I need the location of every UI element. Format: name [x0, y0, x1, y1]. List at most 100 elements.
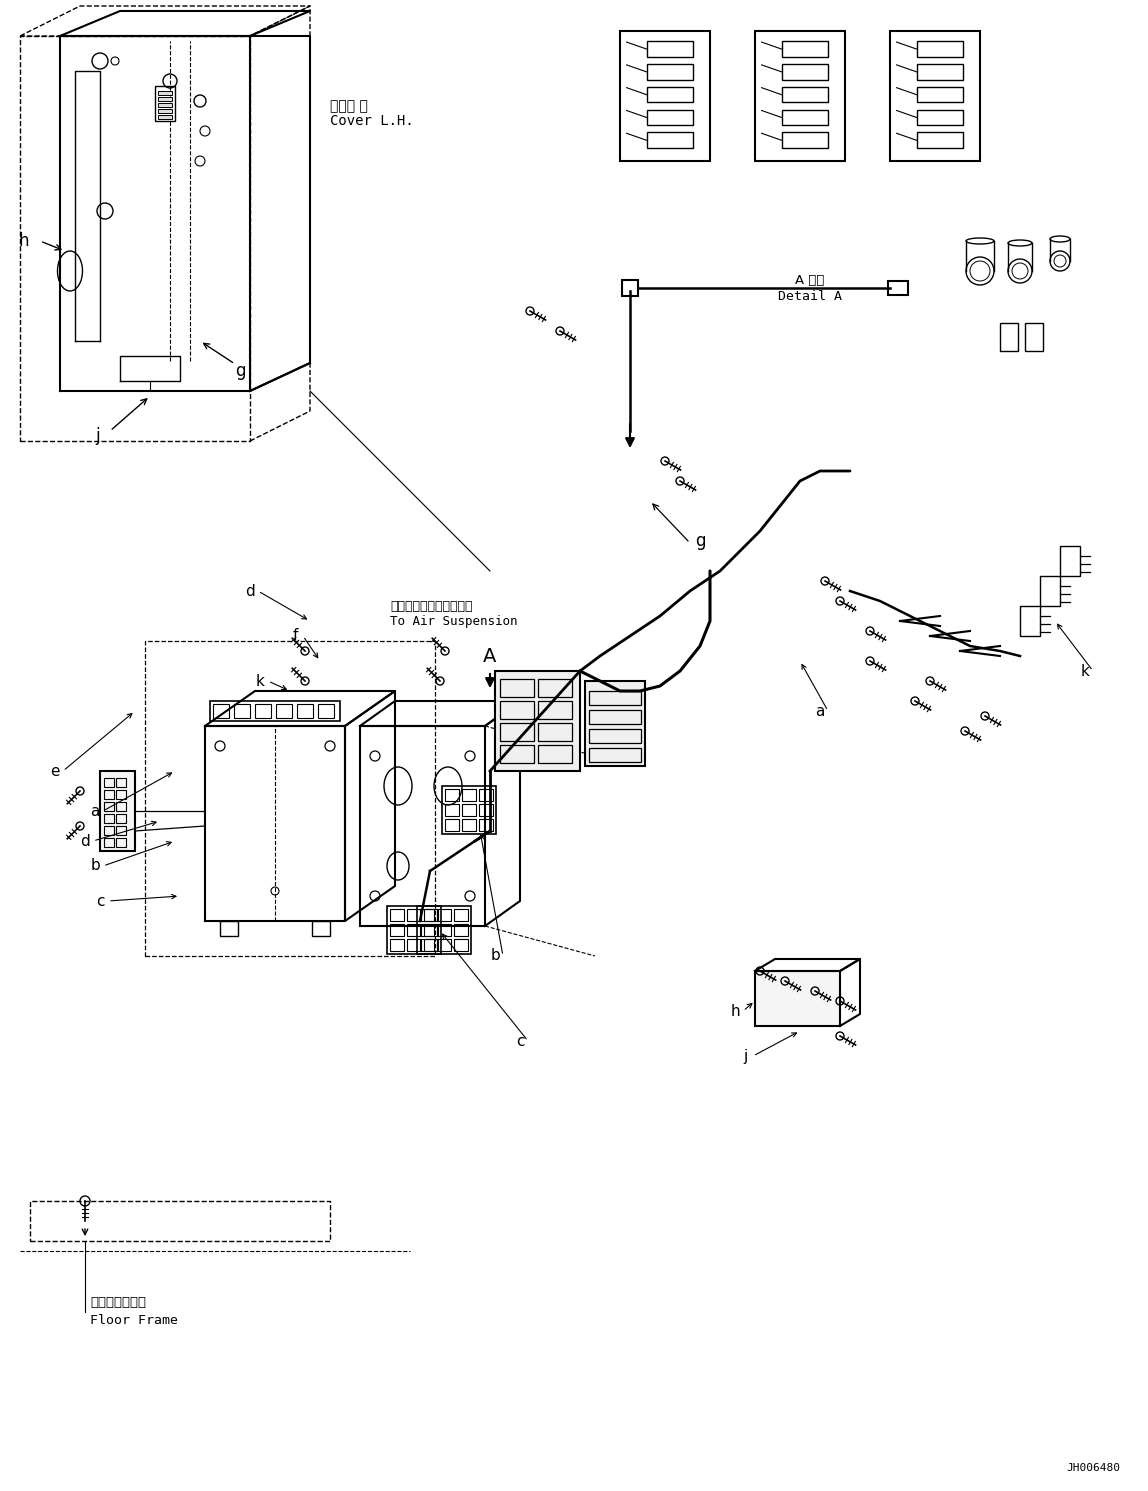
- Bar: [442, 786, 496, 833]
- Text: b: b: [91, 859, 100, 874]
- Bar: [390, 939, 404, 951]
- Bar: [408, 910, 421, 921]
- Bar: [437, 924, 451, 936]
- Bar: [420, 924, 434, 936]
- Bar: [889, 280, 908, 295]
- Text: b: b: [490, 948, 499, 963]
- Bar: [782, 86, 829, 103]
- Bar: [437, 939, 451, 951]
- Text: Floor Frame: Floor Frame: [90, 1315, 178, 1327]
- Bar: [116, 838, 126, 847]
- Bar: [424, 910, 439, 921]
- Bar: [445, 804, 459, 816]
- Bar: [501, 701, 534, 719]
- Bar: [585, 681, 645, 766]
- Bar: [916, 86, 963, 103]
- Text: a: a: [815, 704, 824, 719]
- Bar: [589, 729, 641, 743]
- Bar: [916, 133, 963, 148]
- Bar: [589, 710, 641, 725]
- Bar: [116, 826, 126, 835]
- Bar: [453, 910, 468, 921]
- Bar: [445, 789, 459, 801]
- Bar: [104, 814, 114, 823]
- Bar: [538, 746, 572, 763]
- Bar: [589, 690, 641, 705]
- Text: k: k: [1080, 663, 1089, 678]
- Bar: [408, 924, 421, 936]
- Bar: [437, 910, 451, 921]
- Bar: [622, 280, 638, 297]
- Bar: [214, 704, 228, 719]
- Bar: [538, 678, 572, 696]
- Bar: [453, 939, 468, 951]
- Bar: [501, 678, 534, 696]
- Bar: [479, 804, 492, 816]
- Bar: [255, 704, 271, 719]
- Bar: [890, 31, 980, 161]
- Bar: [538, 701, 572, 719]
- Bar: [1060, 546, 1080, 576]
- Bar: [782, 133, 829, 148]
- Bar: [387, 907, 441, 954]
- Bar: [501, 723, 534, 741]
- Bar: [158, 91, 172, 95]
- Bar: [461, 789, 476, 801]
- Bar: [782, 64, 829, 79]
- Bar: [782, 110, 829, 125]
- Bar: [420, 910, 434, 921]
- Bar: [646, 64, 693, 79]
- Bar: [538, 723, 572, 741]
- Text: h: h: [18, 233, 29, 250]
- Bar: [445, 819, 459, 830]
- Bar: [420, 939, 434, 951]
- Text: A 詳細: A 詳細: [796, 274, 824, 288]
- Bar: [158, 103, 172, 107]
- Bar: [116, 778, 126, 787]
- Bar: [145, 641, 435, 956]
- Bar: [158, 109, 172, 113]
- Bar: [1000, 324, 1018, 350]
- Bar: [782, 42, 829, 57]
- Bar: [155, 86, 174, 121]
- Text: j: j: [743, 1048, 747, 1063]
- Text: Detail A: Detail A: [778, 289, 841, 303]
- Bar: [417, 907, 471, 954]
- Text: g: g: [235, 362, 246, 380]
- Bar: [1021, 605, 1040, 637]
- Text: Cover L.H.: Cover L.H.: [329, 113, 413, 128]
- Text: h: h: [730, 1003, 739, 1018]
- Text: d: d: [246, 583, 255, 598]
- Bar: [589, 748, 641, 762]
- Bar: [916, 110, 963, 125]
- Bar: [755, 31, 845, 161]
- Text: c: c: [95, 893, 104, 908]
- Bar: [158, 97, 172, 101]
- Bar: [100, 771, 135, 851]
- Bar: [646, 110, 693, 125]
- Bar: [104, 826, 114, 835]
- Bar: [116, 790, 126, 799]
- Text: JH006480: JH006480: [1066, 1463, 1120, 1473]
- Bar: [210, 701, 340, 722]
- Bar: [104, 838, 114, 847]
- Bar: [495, 671, 580, 771]
- Text: A: A: [483, 647, 497, 665]
- Bar: [297, 704, 313, 719]
- Bar: [116, 802, 126, 811]
- Bar: [390, 910, 404, 921]
- Bar: [479, 819, 492, 830]
- Bar: [1040, 576, 1060, 605]
- Bar: [116, 814, 126, 823]
- Bar: [646, 86, 693, 103]
- Bar: [646, 42, 693, 57]
- Text: f: f: [293, 629, 297, 644]
- Text: d: d: [80, 833, 90, 848]
- Bar: [408, 939, 421, 951]
- Bar: [620, 31, 709, 161]
- Bar: [1025, 324, 1044, 350]
- Bar: [390, 924, 404, 936]
- Bar: [104, 778, 114, 787]
- Text: a: a: [91, 804, 100, 819]
- Bar: [461, 819, 476, 830]
